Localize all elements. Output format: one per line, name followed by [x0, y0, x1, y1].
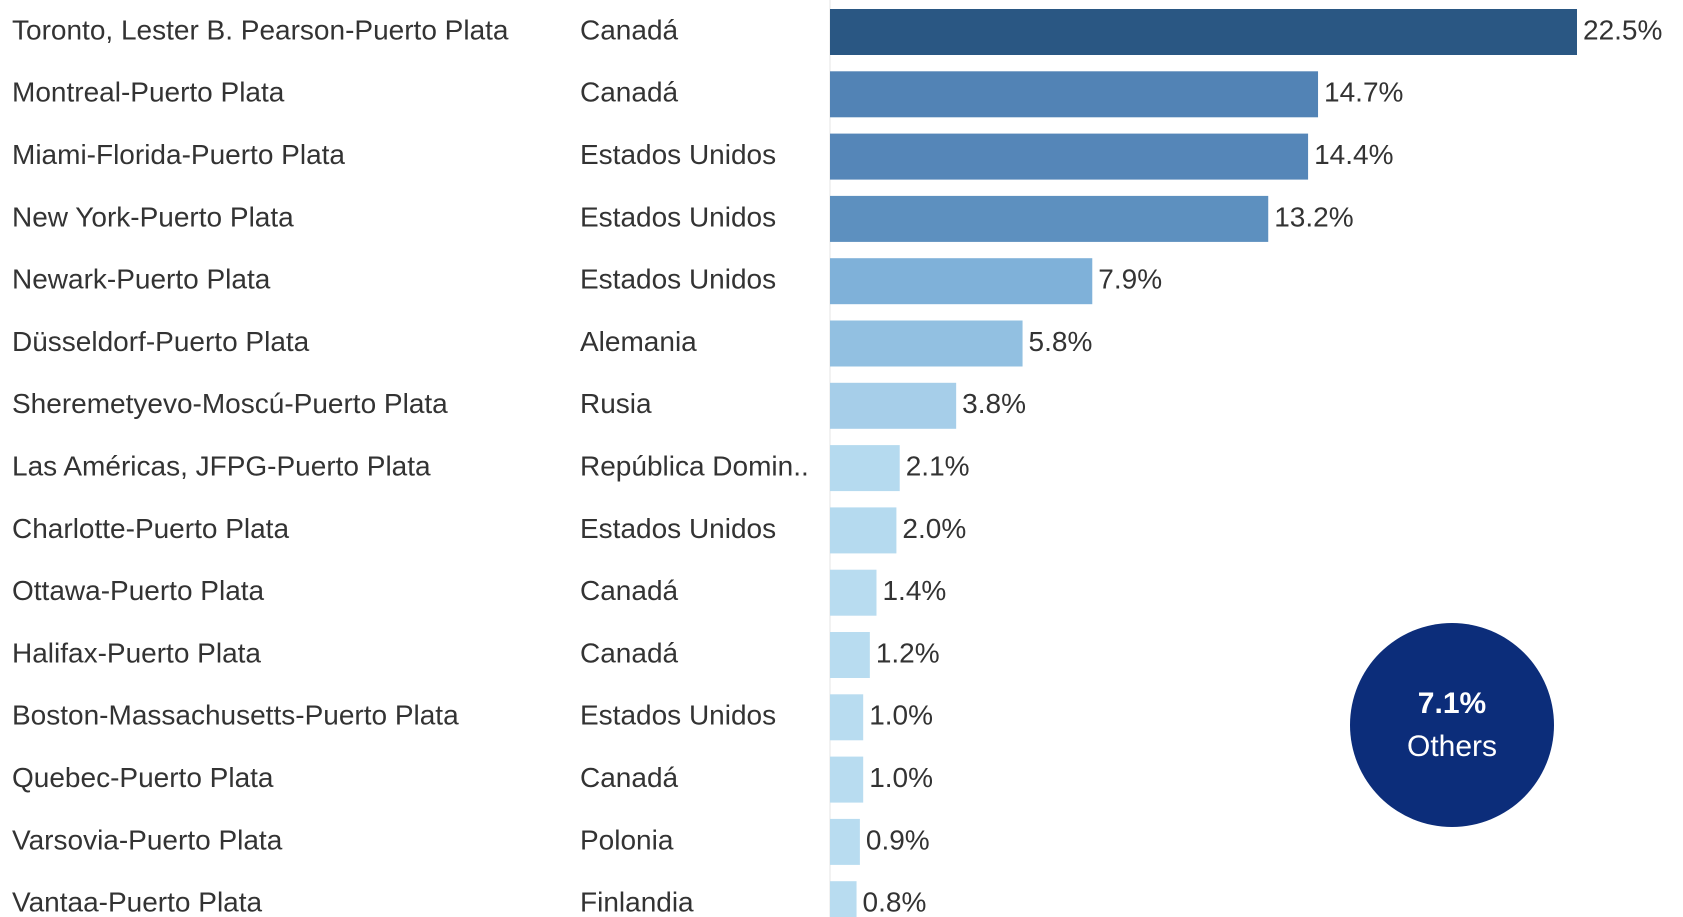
value-label: 3.8%: [962, 388, 1026, 419]
route-label: Vantaa-Puerto Plata: [12, 887, 263, 917]
country-label: Estados Unidos: [580, 513, 776, 544]
route-label: New York-Puerto Plata: [12, 201, 294, 232]
value-label: 13.2%: [1274, 201, 1353, 232]
country-label: Polonia: [580, 824, 674, 855]
value-label: 5.8%: [1029, 326, 1093, 357]
value-label: 0.9%: [866, 824, 930, 855]
value-label: 14.7%: [1324, 77, 1403, 108]
value-label: 22.5%: [1583, 14, 1662, 45]
country-label: Finlandia: [580, 887, 694, 917]
route-label: Newark-Puerto Plata: [12, 264, 271, 295]
route-label: Varsovia-Puerto Plata: [12, 824, 283, 855]
country-label: Canadá: [580, 14, 679, 45]
others-bubble: [1350, 623, 1554, 827]
route-label: Charlotte-Puerto Plata: [12, 513, 289, 544]
bar: [830, 881, 857, 917]
bar: [830, 320, 1023, 367]
bar: [830, 195, 1269, 242]
route-label: Halifax-Puerto Plata: [12, 637, 261, 668]
country-label: Alemania: [580, 326, 697, 357]
value-label: 14.4%: [1314, 139, 1393, 170]
route-label: Miami-Florida-Puerto Plata: [12, 139, 345, 170]
value-label: 2.1%: [906, 450, 970, 481]
bar: [830, 382, 957, 429]
value-label: 1.2%: [876, 637, 940, 668]
country-label: Estados Unidos: [580, 264, 776, 295]
bar: [830, 445, 900, 492]
country-label: Rusia: [580, 388, 652, 419]
value-label: 1.0%: [869, 762, 933, 793]
bar: [830, 71, 1319, 118]
bar: [830, 258, 1093, 305]
value-label: 0.8%: [863, 887, 927, 917]
country-label: Canadá: [580, 575, 679, 606]
bar: [830, 818, 860, 865]
route-label: Ottawa-Puerto Plata: [12, 575, 265, 606]
country-label: Canadá: [580, 762, 679, 793]
route-label: Quebec-Puerto Plata: [12, 762, 274, 793]
country-label: Canadá: [580, 637, 679, 668]
bar: [830, 694, 864, 741]
country-label: Canadá: [580, 77, 679, 108]
bar: [830, 9, 1577, 55]
value-label: 2.0%: [902, 513, 966, 544]
others-value: 7.1%: [1418, 687, 1486, 720]
bar: [830, 133, 1309, 180]
route-label: Boston-Massachusetts-Puerto Plata: [12, 700, 459, 731]
value-label: 1.0%: [869, 700, 933, 731]
others-label: Others: [1407, 730, 1497, 763]
country-label: Estados Unidos: [580, 201, 776, 232]
bar: [830, 507, 897, 554]
route-label: Toronto, Lester B. Pearson-Puerto Plata: [12, 14, 509, 45]
route-label: Las Américas, JFPG-Puerto Plata: [12, 450, 431, 481]
value-label: 7.9%: [1098, 264, 1162, 295]
bar: [830, 632, 870, 678]
country-label: Estados Unidos: [580, 700, 776, 731]
country-label: República Domin..: [580, 450, 809, 481]
country-label: Estados Unidos: [580, 139, 776, 170]
bar: [830, 569, 877, 616]
route-label: Montreal-Puerto Plata: [12, 77, 285, 108]
route-label: Sheremetyevo-Moscú-Puerto Plata: [12, 388, 448, 419]
bar: [830, 756, 864, 803]
route-label: Düsseldorf-Puerto Plata: [12, 326, 310, 357]
value-label: 1.4%: [882, 575, 946, 606]
